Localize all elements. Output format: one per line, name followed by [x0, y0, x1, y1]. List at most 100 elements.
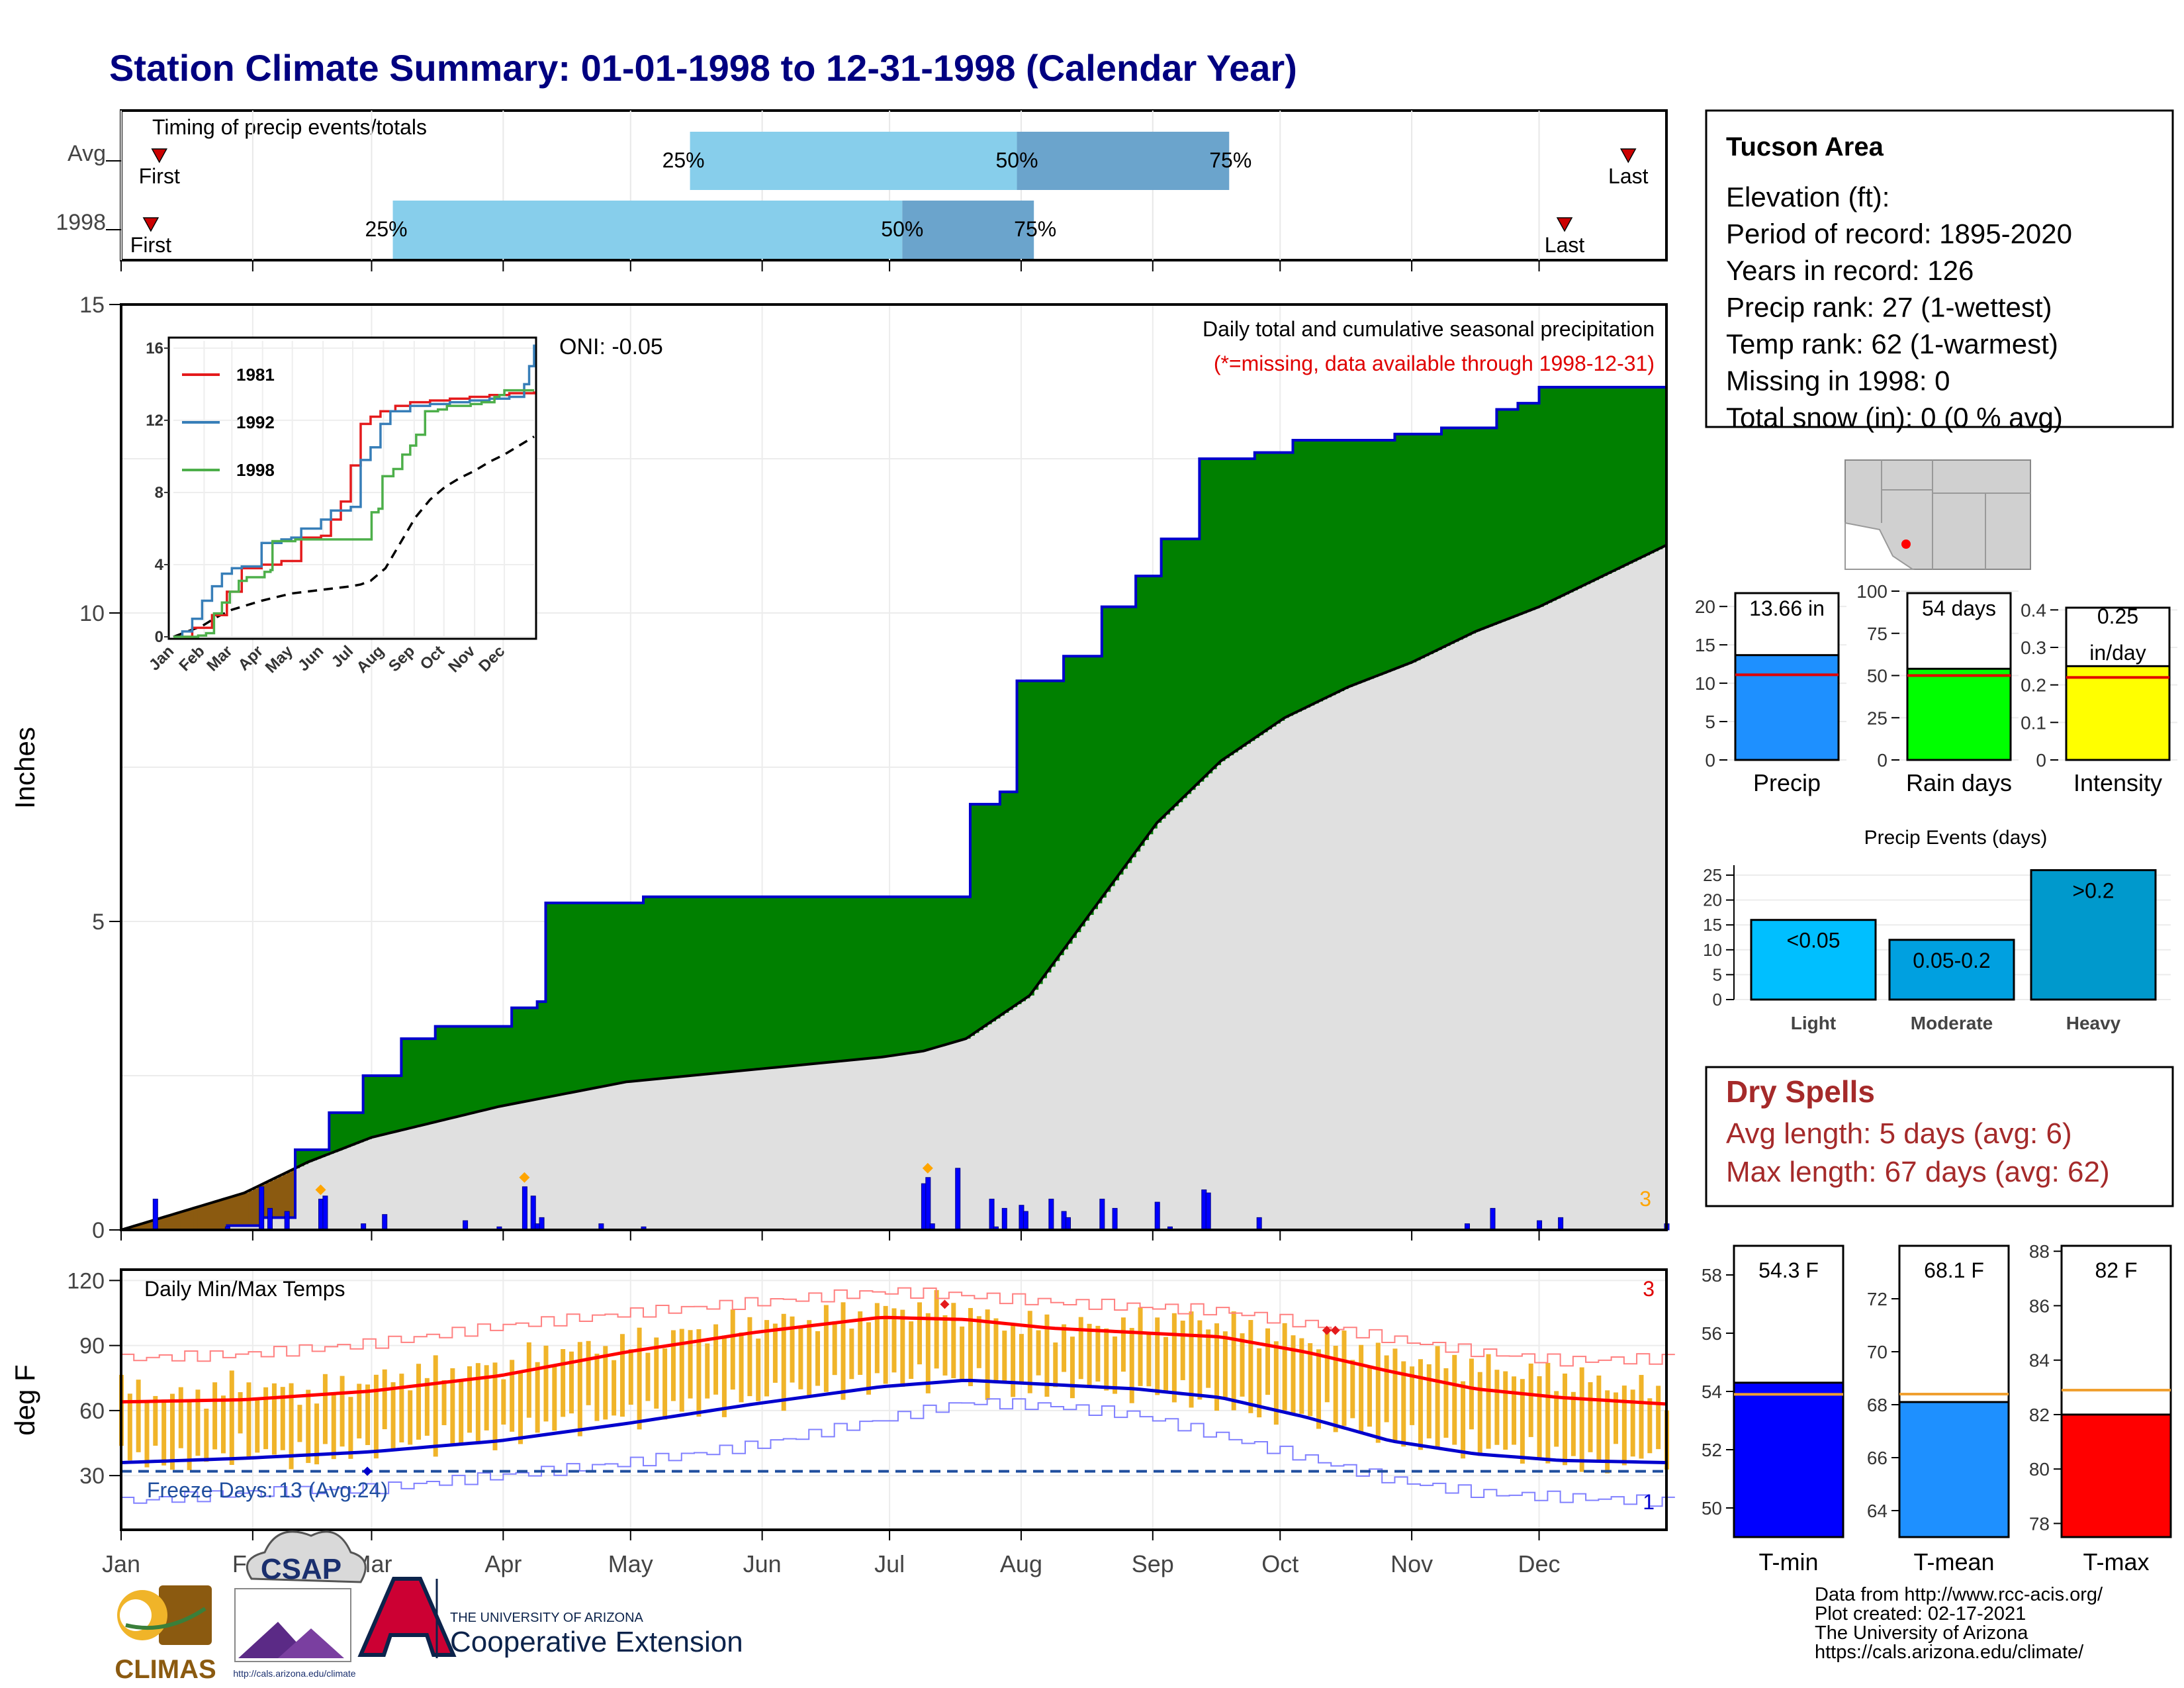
daily-temp-bar: [603, 1346, 608, 1420]
mini-ytick-label: 50: [1867, 666, 1888, 686]
avg-max-line: [120, 1315, 1667, 1406]
daily-temp-bar: [212, 1382, 218, 1450]
above-avg-fill: [911, 896, 916, 1053]
daily-temp-bar: [280, 1387, 285, 1450]
above-avg-fill: [592, 903, 598, 1089]
extreme-precip-marker: [315, 1184, 326, 1196]
daily-temp-bar: [1520, 1379, 1525, 1464]
record-temp-marker: [940, 1299, 950, 1309]
daily-temp-bar: [577, 1342, 582, 1436]
mini-category-label: Intensity: [2073, 769, 2162, 796]
above-avg-fill: [1398, 434, 1404, 668]
above-avg-fill: [486, 1026, 491, 1110]
daily-temp-bar: [951, 1303, 956, 1379]
above-avg-fill: [851, 896, 856, 1060]
above-avg-fill: [1632, 387, 1637, 562]
events-bar-light: [1750, 919, 1877, 1001]
month-label: Jan: [102, 1550, 140, 1577]
above-avg-fill: [1492, 428, 1498, 626]
below-avg-fill: [236, 1195, 241, 1226]
above-avg-fill: [392, 1076, 398, 1133]
below-avg-fill: [252, 1188, 257, 1226]
daily-temp-bar: [985, 1309, 990, 1400]
daily-temp-bar: [340, 1376, 345, 1447]
above-avg-fill: [1551, 387, 1557, 601]
above-avg-fill: [1136, 576, 1141, 852]
daily-temp-bar: [1206, 1329, 1211, 1388]
above-avg-fill: [1101, 606, 1107, 898]
above-avg-fill: [1454, 428, 1459, 642]
above-avg-fill: [779, 896, 784, 1067]
daily-temp-bar: [1155, 1317, 1160, 1395]
above-avg-fill: [1238, 459, 1243, 750]
above-avg-fill: [643, 896, 649, 1080]
daily-temp-bar: [306, 1389, 311, 1464]
above-avg-fill: [885, 896, 890, 1057]
below-avg-fill: [248, 1190, 253, 1226]
above-avg-fill: [558, 903, 563, 1096]
mini-ytick-label: 70: [1867, 1342, 1888, 1362]
mini-ytick-label: 0.3: [2021, 637, 2046, 658]
extreme-precip-marker: [922, 1162, 933, 1174]
above-avg-fill: [567, 903, 572, 1094]
above-avg-fill: [1653, 387, 1659, 551]
daily-temp-bar: [390, 1382, 396, 1451]
daily-temp-bar: [917, 1302, 922, 1365]
footer-line-plot-created: Plot created: 02-17-2021: [1815, 1603, 2026, 1624]
inset-legend-label: 1981: [236, 365, 275, 385]
above-avg-fill: [991, 804, 997, 1021]
above-avg-fill: [962, 896, 967, 1040]
daily-precip-bar: [1099, 1198, 1105, 1231]
above-avg-fill: [1335, 440, 1340, 694]
daily-temp-bar: [169, 1393, 175, 1470]
above-avg-fill: [774, 896, 780, 1068]
above-avg-fill: [1305, 440, 1310, 708]
daily-temp-bar: [594, 1353, 600, 1421]
mini-ytick-label: 52: [1702, 1440, 1722, 1460]
daily-temp-bar: [900, 1309, 905, 1387]
daily-temp-bar: [1512, 1376, 1517, 1445]
daily-temp-bar: [1104, 1328, 1109, 1391]
above-avg-fill: [1004, 792, 1009, 1013]
events-ytick-label: 5: [1713, 964, 1722, 984]
below-avg-fill: [185, 1211, 190, 1230]
ua-small-text: THE UNIVERSITY OF ARIZONA: [450, 1611, 644, 1625]
below-avg-fill: [273, 1178, 279, 1218]
above-avg-fill: [1479, 428, 1484, 630]
above-avg-fill: [1025, 680, 1030, 999]
daily-temp-bar: [1614, 1392, 1619, 1444]
daily-temp-bar: [772, 1323, 778, 1383]
above-avg-fill: [1233, 459, 1238, 753]
above-avg-fill: [422, 1039, 428, 1125]
mini-value-label: 54 days: [1922, 596, 1996, 620]
above-avg-fill: [1424, 434, 1430, 657]
daily-temp-bar: [501, 1379, 506, 1425]
rec-max-line: [121, 1287, 1675, 1367]
above-avg-fill: [490, 1026, 496, 1109]
above-avg-fill: [575, 903, 580, 1092]
daily-precip-bar: [989, 1198, 995, 1231]
daily-precip-bar: [522, 1186, 527, 1231]
page-title: Station Climate Summary: 01-01-1998 to 1…: [109, 47, 1297, 89]
above-avg-fill: [872, 896, 878, 1058]
above-avg-fill: [1110, 606, 1115, 886]
daily-temp-bar: [645, 1352, 651, 1401]
above-avg-fill: [295, 1149, 300, 1168]
above-avg-fill: [1050, 680, 1056, 967]
mini-ytick-label: 15: [1695, 635, 1715, 655]
above-avg-fill: [1356, 440, 1361, 684]
mini-ytick-label: 25: [1867, 708, 1888, 728]
above-avg-fill: [1543, 387, 1548, 605]
above-avg-fill: [1509, 409, 1514, 619]
daily-temp-bar: [1214, 1323, 1220, 1411]
daily-temp-bar: [1240, 1333, 1245, 1397]
above-avg-fill: [1598, 387, 1604, 579]
daily-temp-bar: [153, 1395, 158, 1446]
above-avg-fill: [447, 1026, 453, 1119]
timing-panel: Timing of precip events/totals Avg 1998 …: [56, 109, 1668, 271]
mini-value-label: 68.1 F: [1924, 1258, 1984, 1282]
mini-value-label: 0.25: [2097, 604, 2138, 628]
daily-temp-bar: [1113, 1336, 1118, 1394]
daily-temp-bar: [561, 1349, 566, 1417]
above-avg-fill: [948, 896, 954, 1044]
